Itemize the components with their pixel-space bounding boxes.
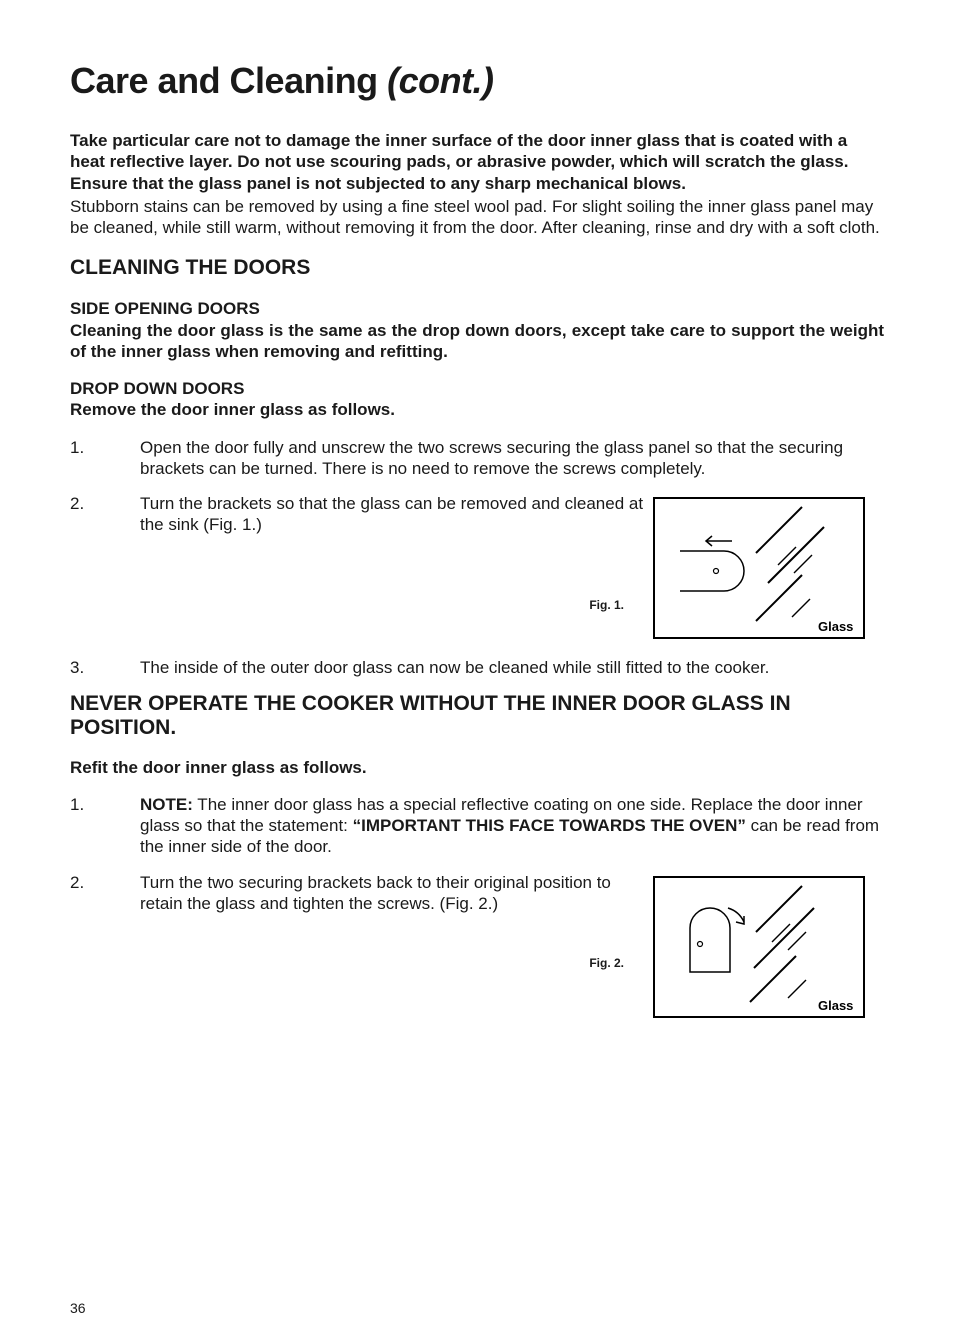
refit-steps: 1. NOTE: The inner door glass has a spec… bbox=[70, 794, 884, 1022]
refit-body-2: Turn the two securing brackets back to t… bbox=[140, 872, 644, 915]
title-main: Care and Cleaning bbox=[70, 60, 387, 101]
warning-body: Stubborn stains can be removed by using … bbox=[70, 196, 884, 239]
never-operate-heading: NEVER OPERATE THE COOKER WITHOUT THE INN… bbox=[70, 692, 884, 740]
refit-num-2: 2. bbox=[70, 872, 140, 1022]
fig1-glass-label: Glass bbox=[818, 619, 853, 634]
title-cont: (cont.) bbox=[387, 60, 493, 101]
fig1-caption: Fig. 1. bbox=[589, 598, 644, 613]
page-title: Care and Cleaning (cont.) bbox=[70, 60, 884, 102]
r1-text-b: “IMPORTANT THIS FACE TOWARDS THE OVEN” bbox=[353, 816, 746, 835]
fig2-caption: Fig. 2. bbox=[589, 956, 644, 971]
refit-step-1: 1. NOTE: The inner door glass has a spec… bbox=[70, 794, 884, 858]
refit-body-1: NOTE: The inner door glass has a special… bbox=[140, 794, 884, 858]
step-body-3: The inside of the outer door glass can n… bbox=[140, 657, 884, 678]
page-number: 36 bbox=[70, 1300, 86, 1316]
step-num-3: 3. bbox=[70, 657, 140, 678]
step-2: 2. Turn the brackets so that the glass c… bbox=[70, 493, 884, 643]
side-opening-head: SIDE OPENING DOORS bbox=[70, 298, 884, 319]
drop-down-sub: Remove the door inner glass as follows. bbox=[70, 399, 884, 420]
drop-down-head: DROP DOWN DOORS bbox=[70, 378, 884, 399]
side-opening-block: SIDE OPENING DOORS Cleaning the door gla… bbox=[70, 298, 884, 362]
fig2-glass-label: Glass bbox=[818, 998, 853, 1013]
step-num-2: 2. bbox=[70, 493, 140, 643]
step-body-1: Open the door fully and unscrew the two … bbox=[140, 437, 884, 480]
refit-heading: Refit the door inner glass as follows. bbox=[70, 757, 884, 778]
refit-step-2: 2. Turn the two securing brackets back t… bbox=[70, 872, 884, 1022]
fig1-svg: Glass bbox=[644, 493, 874, 643]
section-cleaning-doors: CLEANING THE DOORS bbox=[70, 256, 884, 280]
refit-num-1: 1. bbox=[70, 794, 140, 858]
step-num-1: 1. bbox=[70, 437, 140, 480]
warning-bold: Take particular care not to damage the i… bbox=[70, 130, 884, 194]
side-opening-body: Cleaning the door glass is the same as t… bbox=[70, 320, 884, 363]
fig2-svg: Glass bbox=[644, 872, 874, 1022]
step-body-2: Turn the brackets so that the glass can … bbox=[140, 493, 644, 536]
drop-down-block: DROP DOWN DOORS Remove the door inner gl… bbox=[70, 378, 884, 421]
note-label: NOTE: bbox=[140, 795, 193, 814]
step-1: 1. Open the door fully and unscrew the t… bbox=[70, 437, 884, 480]
figure-2: Glass bbox=[644, 872, 884, 1022]
remove-steps: 1. Open the door fully and unscrew the t… bbox=[70, 437, 884, 679]
figure-1: Glass bbox=[644, 493, 884, 643]
step-3: 3. The inside of the outer door glass ca… bbox=[70, 657, 884, 678]
